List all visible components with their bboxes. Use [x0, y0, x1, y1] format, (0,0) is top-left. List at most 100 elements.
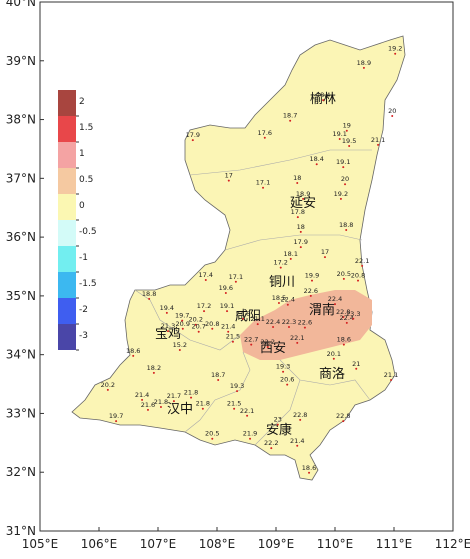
- station-value: 21.7: [167, 392, 181, 400]
- station-dot: [159, 405, 162, 408]
- station-dot: [224, 291, 227, 294]
- station-dot: [342, 316, 345, 319]
- station-dot: [345, 129, 348, 132]
- station-value: 20.8: [205, 320, 219, 328]
- station-value: 23: [274, 416, 282, 424]
- colorbar-label: 0.5: [79, 175, 93, 185]
- y-tick-label: 35°N: [6, 289, 36, 303]
- station-dot: [178, 348, 181, 351]
- station-dot: [394, 52, 397, 55]
- station-value: 19.6: [219, 284, 233, 292]
- station-value: 18.2: [147, 364, 161, 372]
- station-value: 22.8: [336, 308, 350, 316]
- station-dot: [315, 163, 318, 166]
- station-value: 18.9: [357, 59, 371, 67]
- station-dot: [204, 279, 207, 282]
- station-value: 22.1: [355, 257, 369, 265]
- station-value: 18.1: [284, 250, 298, 258]
- station-value: 19.4: [160, 304, 174, 312]
- station-value: 18.4: [309, 155, 323, 163]
- x-tick-label: 107°E: [140, 537, 177, 551]
- station-dot: [287, 326, 290, 329]
- station-dot: [342, 343, 345, 346]
- colorbar-label: -2: [79, 305, 88, 315]
- station-value: 23.3: [346, 310, 360, 318]
- y-tick-label: 33°N: [6, 406, 36, 420]
- station-dot: [299, 230, 302, 233]
- x-tick-label: 112°E: [435, 537, 470, 551]
- station-dot: [296, 216, 299, 219]
- station-value: 20.5: [337, 270, 351, 278]
- colorbar-segment: [58, 220, 76, 246]
- colorbar-segment: [58, 116, 76, 142]
- station-value: 21.4: [135, 391, 149, 399]
- district-borders: [134, 149, 372, 446]
- station-dot: [227, 330, 230, 333]
- colorbar-label: 0: [79, 201, 85, 211]
- y-tick-label: 40°N: [6, 0, 36, 9]
- station-dot: [332, 357, 335, 360]
- station-dot: [344, 183, 347, 186]
- colorbar-label: -0.5: [79, 227, 97, 237]
- station-value: 22.4: [266, 318, 280, 326]
- station-dot: [286, 303, 289, 306]
- city-name: 宝鸡: [155, 326, 181, 342]
- station-value: 17: [225, 172, 233, 180]
- station-value: 17: [321, 248, 329, 256]
- colorbar-segment: [58, 246, 76, 272]
- y-tick-label: 39°N: [6, 54, 36, 68]
- station-dot: [322, 99, 325, 102]
- station-value: 18.8: [339, 221, 353, 229]
- station-dot: [323, 256, 326, 259]
- station-value: 19.1: [336, 158, 350, 166]
- city-name: 西安: [260, 341, 286, 356]
- station-value: 19.7: [109, 412, 123, 420]
- station-value: 18.9: [296, 190, 310, 198]
- station-dot: [286, 383, 289, 386]
- station-dot: [231, 340, 234, 343]
- city-name: 延安: [290, 196, 316, 211]
- colorbar-segment: [58, 298, 76, 324]
- station-value: 22.4: [340, 314, 354, 322]
- station-value: 18.6: [302, 464, 316, 472]
- station-value: 18.6: [126, 347, 140, 355]
- x-tick-label: 111°E: [376, 537, 413, 551]
- station-dot: [197, 330, 200, 333]
- station-value: 18: [297, 223, 305, 231]
- station-dot: [279, 266, 282, 269]
- province-shape: [71, 35, 406, 481]
- station-dot: [241, 317, 244, 320]
- station-value: 22.4: [328, 295, 342, 303]
- station-dot: [236, 390, 239, 393]
- station-dot: [233, 407, 236, 410]
- x-tick-label: 106°E: [81, 537, 118, 551]
- y-tick-label: 38°N: [6, 113, 36, 127]
- station-dot: [342, 166, 345, 169]
- station-dot: [302, 197, 305, 200]
- station-value: 19.2: [388, 45, 402, 53]
- station-value: 21.4: [221, 323, 235, 331]
- station-value: 17.6: [258, 129, 272, 137]
- station-value: 20.2: [189, 316, 203, 324]
- station-value: 21.1: [384, 371, 398, 379]
- station-dot: [226, 310, 229, 313]
- station-value: 18.4: [316, 91, 330, 99]
- station-value: 19: [343, 122, 351, 130]
- station-dot: [309, 294, 312, 297]
- station-dot: [249, 437, 252, 440]
- colorbar-label: -1.5: [79, 279, 97, 289]
- station-dot: [361, 264, 364, 267]
- colorbar-label: 1.5: [79, 123, 93, 133]
- y-tick-label: 36°N: [6, 230, 36, 244]
- station-value: 20: [388, 107, 396, 115]
- station-value: 22.1: [290, 334, 304, 342]
- station-value: 20.7: [191, 323, 205, 331]
- station-dot: [342, 420, 345, 423]
- station-value: 19.1: [220, 302, 234, 310]
- colorbar-label: 1: [79, 149, 85, 159]
- station-dot: [348, 145, 351, 148]
- station-dot: [211, 327, 214, 330]
- station-dot: [334, 303, 336, 306]
- station-value: 21.5: [226, 333, 240, 341]
